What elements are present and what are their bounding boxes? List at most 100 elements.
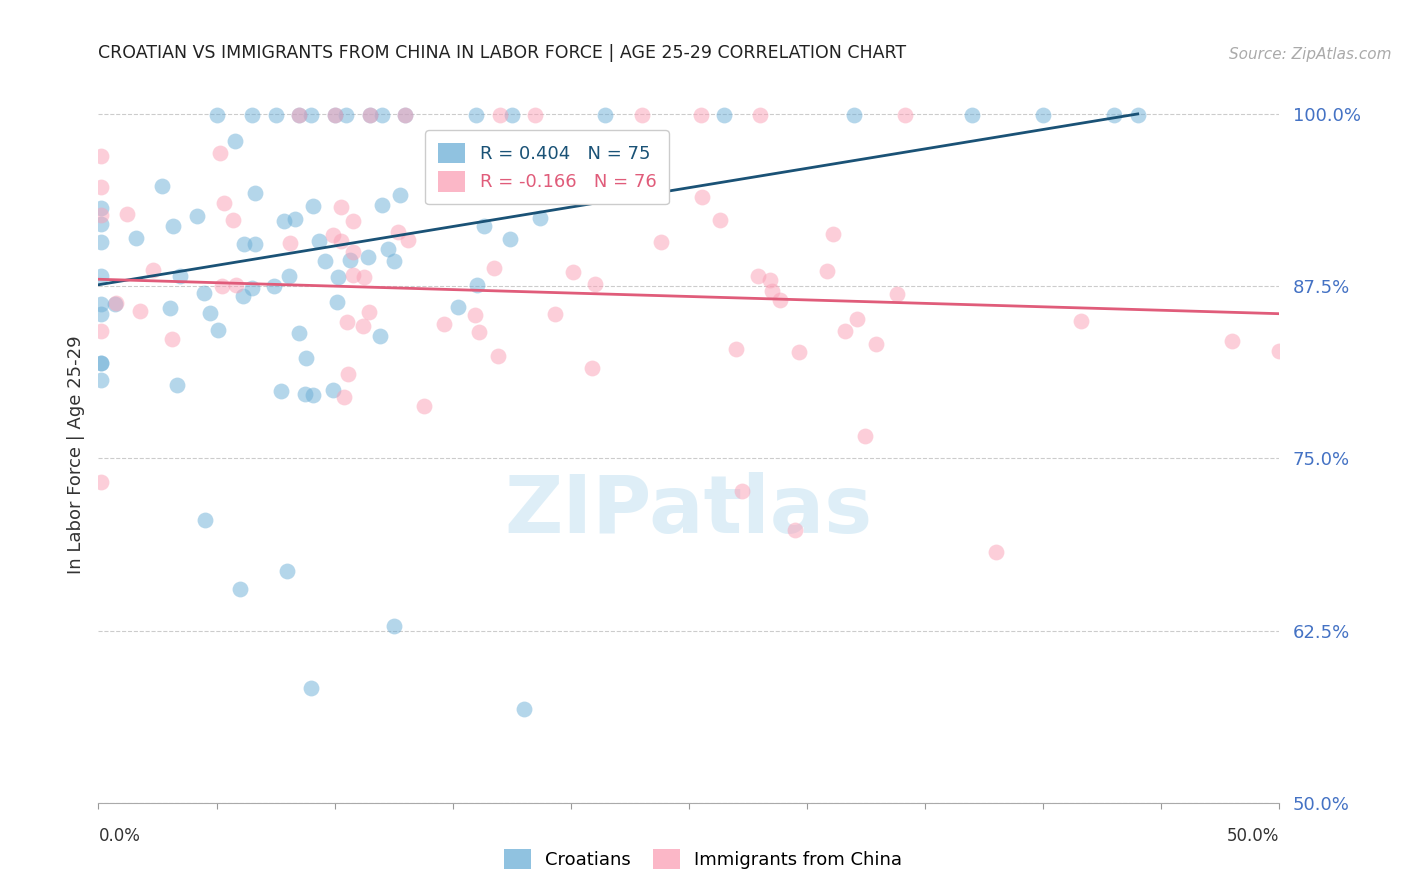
Point xyxy=(166,378,188,392)
Point xyxy=(90,307,112,321)
Point xyxy=(581,360,603,375)
Point xyxy=(276,565,298,579)
Point xyxy=(599,141,621,155)
Text: 50.0%: 50.0% xyxy=(1227,827,1279,845)
Point xyxy=(125,231,148,245)
Point xyxy=(222,213,245,227)
Point xyxy=(90,208,112,222)
Point xyxy=(207,323,229,337)
Point xyxy=(278,269,301,284)
Text: CROATIAN VS IMMIGRANTS FROM CHINA IN LABOR FORCE | AGE 25-29 CORRELATION CHART: CROATIAN VS IMMIGRANTS FROM CHINA IN LAB… xyxy=(98,45,907,62)
Point xyxy=(342,214,364,228)
Point xyxy=(302,199,325,213)
Point xyxy=(370,198,392,212)
Text: Source: ZipAtlas.com: Source: ZipAtlas.com xyxy=(1229,47,1392,62)
Point xyxy=(342,268,364,283)
Point xyxy=(1268,343,1291,358)
Point xyxy=(529,211,551,225)
Point xyxy=(1220,334,1243,349)
Point xyxy=(200,306,222,320)
Point xyxy=(333,390,356,404)
Point xyxy=(690,190,713,204)
Point xyxy=(90,356,112,370)
Point xyxy=(104,296,127,310)
Point xyxy=(583,277,606,291)
Point xyxy=(90,201,112,215)
Point xyxy=(499,232,522,246)
Point xyxy=(562,265,585,279)
Point xyxy=(486,349,509,363)
Point xyxy=(211,278,233,293)
Point xyxy=(394,108,416,122)
Point xyxy=(433,317,456,331)
Point xyxy=(129,304,152,318)
Point xyxy=(335,108,357,122)
Point xyxy=(240,281,263,295)
Point xyxy=(342,244,364,259)
Point xyxy=(748,108,770,122)
Point xyxy=(413,399,436,413)
Point xyxy=(186,209,208,223)
Point xyxy=(853,429,876,443)
Point xyxy=(323,108,346,122)
Point xyxy=(322,228,344,243)
Point xyxy=(353,269,375,284)
Point xyxy=(544,307,567,321)
Point xyxy=(159,301,181,316)
Point xyxy=(482,261,505,276)
Point xyxy=(299,681,322,696)
Point xyxy=(359,304,381,318)
Point xyxy=(886,286,908,301)
Point xyxy=(893,108,915,122)
Point xyxy=(323,108,346,122)
Point xyxy=(472,219,495,233)
Point xyxy=(288,326,311,341)
Text: ZIPatlas: ZIPatlas xyxy=(505,472,873,549)
Point xyxy=(142,263,165,277)
Point xyxy=(426,188,449,202)
Point xyxy=(387,225,409,239)
Y-axis label: In Labor Force | Age 25-29: In Labor Force | Age 25-29 xyxy=(66,335,84,574)
Point xyxy=(330,200,353,214)
Point xyxy=(288,108,311,122)
Point xyxy=(371,108,394,122)
Point xyxy=(834,324,856,338)
Point xyxy=(524,108,547,122)
Point xyxy=(382,619,405,633)
Point xyxy=(595,108,617,122)
Point xyxy=(845,312,868,326)
Point xyxy=(264,108,287,122)
Point xyxy=(709,212,731,227)
Point xyxy=(205,108,228,122)
Point xyxy=(90,217,112,231)
Point xyxy=(229,582,252,597)
Point xyxy=(240,108,263,122)
Point xyxy=(245,237,267,252)
Point xyxy=(785,523,807,537)
Point xyxy=(465,108,488,122)
Point xyxy=(193,285,215,300)
Point xyxy=(245,186,267,200)
Point xyxy=(724,342,747,356)
Point xyxy=(90,235,112,249)
Point xyxy=(984,545,1007,559)
Point xyxy=(214,195,236,210)
Text: 0.0%: 0.0% xyxy=(98,827,141,845)
Point xyxy=(208,146,231,161)
Point xyxy=(232,289,254,303)
Point xyxy=(224,134,246,148)
Point xyxy=(713,108,735,122)
Point xyxy=(1070,314,1092,328)
Point xyxy=(747,268,769,283)
Point xyxy=(288,108,311,122)
Point xyxy=(169,268,191,283)
Point xyxy=(769,293,792,307)
Point xyxy=(377,242,399,256)
Point xyxy=(90,324,112,338)
Point xyxy=(302,388,325,402)
Point xyxy=(284,212,307,227)
Point xyxy=(90,373,112,387)
Point xyxy=(162,332,184,346)
Point xyxy=(90,149,112,163)
Point xyxy=(1126,108,1149,122)
